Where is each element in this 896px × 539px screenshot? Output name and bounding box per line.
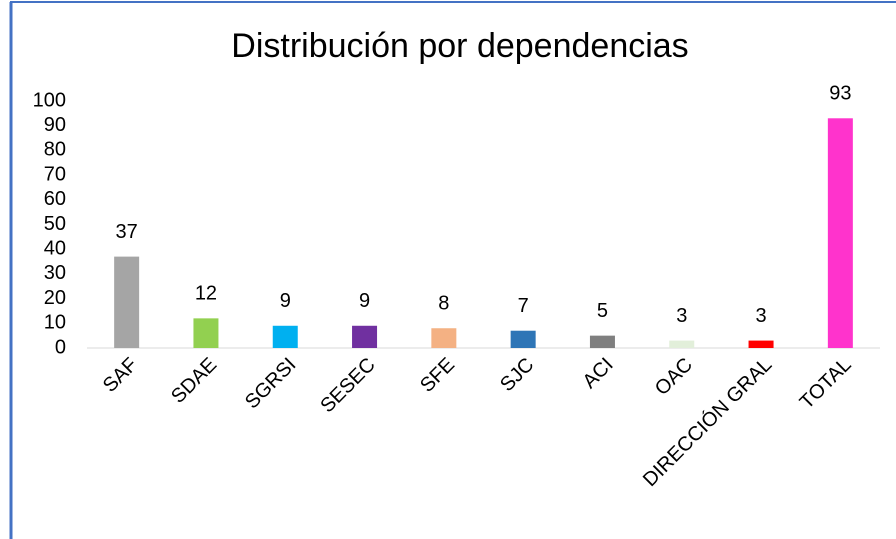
bar — [193, 318, 219, 348]
y-tick-label: 90 — [44, 114, 66, 136]
bar — [431, 328, 457, 348]
data-label: 3 — [755, 305, 766, 327]
y-tick-label: 40 — [44, 237, 66, 259]
bar — [510, 330, 536, 348]
y-tick-label: 70 — [44, 163, 66, 185]
y-tick-label: 50 — [44, 213, 66, 235]
y-tick-label: 20 — [44, 287, 66, 309]
data-label: 5 — [597, 300, 608, 322]
y-tick-label: 10 — [44, 312, 66, 334]
data-label: 8 — [438, 293, 449, 315]
bar — [272, 325, 298, 348]
y-tick-label: 60 — [44, 188, 66, 210]
y-tick-label: 0 — [55, 336, 66, 358]
data-label: 9 — [359, 290, 370, 312]
data-label: 12 — [195, 283, 217, 305]
bar — [748, 340, 774, 348]
bar — [589, 335, 615, 348]
bar — [114, 256, 140, 348]
y-tick-label: 30 — [44, 262, 66, 284]
data-label: 3 — [676, 305, 687, 327]
y-tick-label: 100 — [33, 89, 66, 111]
data-label: 37 — [116, 221, 138, 243]
data-label: 93 — [829, 83, 851, 105]
y-tick-label: 80 — [44, 139, 66, 161]
bar — [352, 325, 378, 348]
chart-title: Distribución por dependencias — [231, 27, 688, 65]
bar — [669, 340, 695, 348]
data-label: 7 — [518, 295, 529, 317]
data-label: 9 — [280, 290, 291, 312]
bar — [827, 118, 853, 348]
